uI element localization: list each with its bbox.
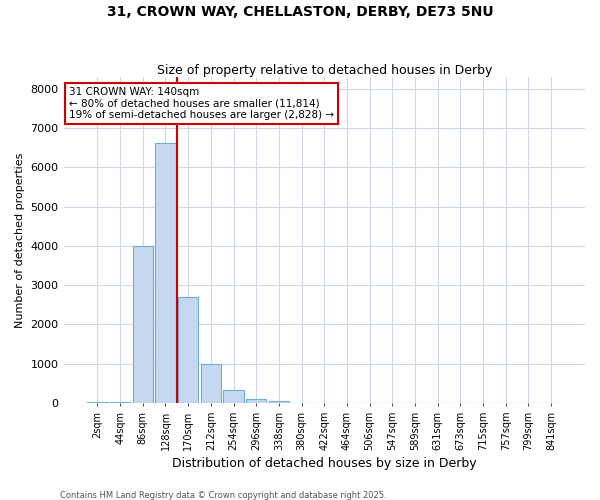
Bar <box>155 143 176 403</box>
Title: Size of property relative to detached houses in Derby: Size of property relative to detached ho… <box>157 64 492 77</box>
Bar <box>200 364 221 403</box>
Bar <box>246 399 266 403</box>
Text: 31 CROWN WAY: 140sqm
← 80% of detached houses are smaller (11,814)
19% of semi-d: 31 CROWN WAY: 140sqm ← 80% of detached h… <box>69 87 334 120</box>
Bar <box>269 401 289 403</box>
Bar <box>178 297 199 403</box>
Bar <box>133 246 153 403</box>
X-axis label: Distribution of detached houses by size in Derby: Distribution of detached houses by size … <box>172 457 476 470</box>
Bar <box>110 402 130 403</box>
Text: 31, CROWN WAY, CHELLASTON, DERBY, DE73 5NU: 31, CROWN WAY, CHELLASTON, DERBY, DE73 5… <box>107 5 493 19</box>
Y-axis label: Number of detached properties: Number of detached properties <box>15 152 25 328</box>
Text: Contains HM Land Registry data © Crown copyright and database right 2025.: Contains HM Land Registry data © Crown c… <box>60 490 386 500</box>
Bar <box>87 402 107 403</box>
Bar <box>223 390 244 403</box>
